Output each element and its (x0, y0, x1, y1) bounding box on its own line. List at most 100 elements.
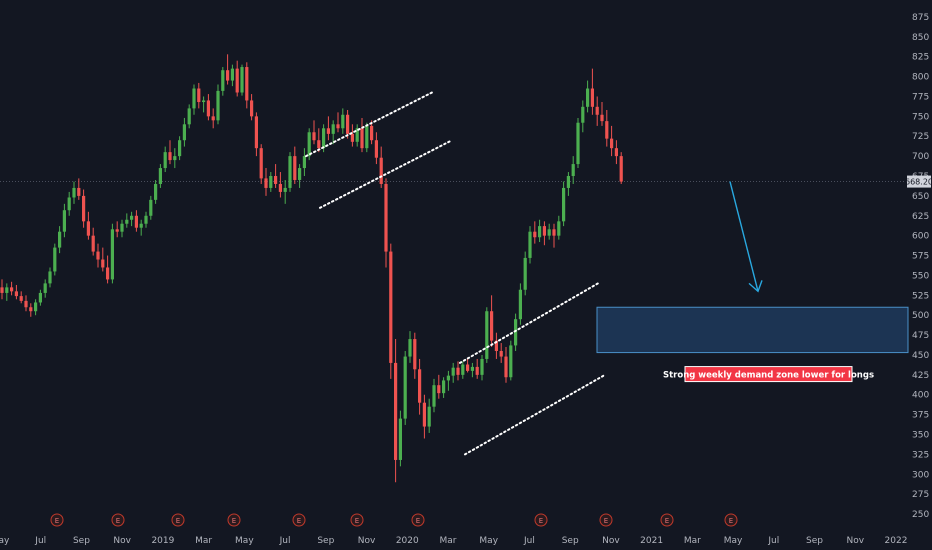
y-tick-label: 650 (912, 192, 929, 202)
x-tick-label: Mar (195, 536, 212, 546)
candle-body (202, 100, 206, 103)
candle-body (475, 366, 479, 375)
candle-body (394, 362, 398, 460)
candlestick-series[interactable] (0, 54, 623, 483)
earnings-marker-icon[interactable] (534, 513, 548, 527)
y-tick-label: 525 (912, 291, 929, 301)
candle-body (518, 289, 522, 320)
earnings-marker-icon[interactable] (171, 513, 185, 527)
x-tick-label: May (235, 536, 254, 546)
y-tick-label: 875 (912, 13, 929, 23)
earnings-marker-label: E (604, 517, 608, 525)
candle-body (144, 215, 148, 224)
y-tick-label: 275 (912, 490, 929, 500)
demand-zone-rect (596, 306, 909, 354)
candle-body (600, 114, 604, 122)
candle-body (278, 183, 282, 192)
candle-body (610, 138, 614, 149)
zone-label-box (684, 366, 853, 383)
x-tick-label: 2020 (396, 536, 419, 546)
candle-body (528, 231, 532, 258)
earnings-marker-icon[interactable] (227, 513, 241, 527)
candle-body (82, 195, 86, 222)
last-price-text: 668.20 (905, 178, 932, 187)
earnings-marker-icon[interactable] (111, 513, 125, 527)
candle-body (595, 106, 599, 115)
candle-body (48, 271, 52, 284)
arrow-shaft (729, 181, 759, 292)
y-tick-label: 600 (912, 232, 929, 242)
candle-body (466, 364, 470, 371)
x-tick-label: Nov (602, 536, 620, 546)
x-tick-label: 2019 (151, 536, 174, 546)
earnings-marker-icon[interactable] (660, 513, 674, 527)
candle-body (259, 148, 263, 179)
earnings-marker-icon[interactable] (599, 513, 613, 527)
candle-body (163, 152, 167, 169)
candle-body (38, 292, 42, 303)
candle-body (173, 156, 177, 161)
y-tick-label: 250 (912, 510, 929, 520)
candle-body (62, 210, 66, 232)
candle-body (619, 156, 623, 182)
y-tick-label: 850 (912, 33, 929, 43)
candle-body (240, 67, 244, 93)
earnings-marker-label: E (539, 517, 543, 525)
earnings-marker-label: E (729, 517, 733, 525)
earnings-marker-icon[interactable] (411, 513, 425, 527)
candle-body (485, 311, 489, 359)
y-tick-label: 625 (912, 212, 929, 222)
candle-body (398, 418, 402, 460)
earnings-marker-icon[interactable] (292, 513, 306, 527)
earnings-marker-icon[interactable] (724, 513, 738, 527)
price-axis[interactable]: 250 275 300 325 350 375 400 425 450 475 500 525 550 5… (912, 13, 929, 520)
candle-body (182, 124, 186, 141)
candle-body (178, 140, 182, 157)
y-tick-label: 325 (912, 450, 929, 460)
candle-body (0, 287, 4, 293)
y-tick-label: 300 (912, 470, 929, 480)
candle-body (451, 367, 455, 376)
last-price-label: 668.20 (905, 175, 932, 188)
candle-body (125, 219, 129, 224)
channel-2019-lower-line (319, 139, 453, 209)
candle-body (154, 183, 158, 200)
time-axis[interactable]: May Jul Sep Nov 2019 Mar May Jul Sep Nov 2020 Mar Ma… (0, 536, 907, 546)
candle-body (91, 235, 95, 252)
candle-body (360, 128, 364, 149)
candle-body (509, 345, 513, 378)
candle-body (494, 340, 498, 351)
candle-body (389, 251, 393, 363)
earnings-marker-label: E (297, 517, 301, 525)
candle-body (43, 283, 47, 293)
earnings-marker-icon[interactable] (50, 513, 64, 527)
candle-body (576, 122, 580, 165)
y-tick-label: 400 (912, 391, 929, 401)
candle-body (53, 247, 57, 272)
candle-body (197, 88, 201, 103)
candle-body (96, 251, 100, 260)
candle-body (552, 229, 556, 236)
x-tick-label: Mar (440, 536, 457, 546)
x-tick-label: Nov (846, 536, 864, 546)
candle-body (221, 70, 225, 91)
earnings-marker-icon[interactable] (350, 513, 364, 527)
y-tick-label: 750 (912, 112, 929, 122)
y-tick-label: 700 (912, 152, 929, 162)
x-tick-label: 2021 (640, 536, 663, 546)
candle-body (134, 215, 138, 228)
candle-body (422, 402, 426, 427)
candle-body (336, 124, 340, 129)
candle-body (269, 176, 273, 188)
candle-body (235, 68, 239, 93)
candle-body (432, 385, 436, 407)
candle-body (34, 302, 38, 312)
candle-body (547, 229, 551, 236)
candle-body (331, 124, 335, 134)
candle-body (10, 287, 14, 292)
candle-body (274, 176, 278, 184)
candle-body (72, 187, 76, 198)
candle-body (437, 385, 441, 394)
candle-body (538, 226, 542, 238)
